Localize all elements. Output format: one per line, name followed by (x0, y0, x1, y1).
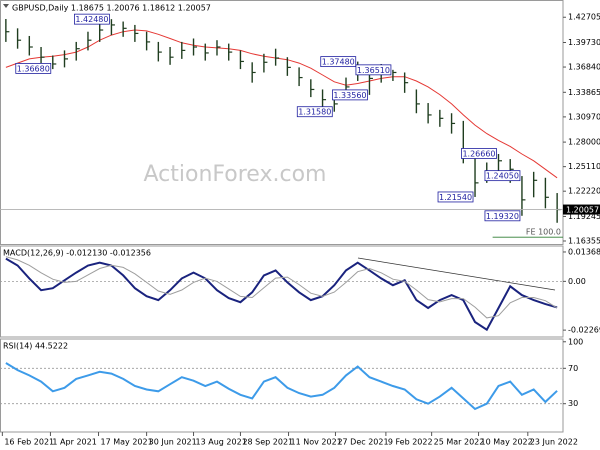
y-tick-label: -0.022698 (568, 326, 600, 335)
pivot-box (437, 191, 474, 203)
y-tick-label: 30 (568, 399, 578, 408)
y-tick-label: 1.36840 (568, 63, 600, 72)
pivot-box (355, 64, 392, 76)
pivot-box (15, 63, 52, 74)
x-tick-label: 11 Nov 2021 (291, 438, 342, 447)
x-tick-label: 9 Feb 2022 (388, 438, 433, 447)
series-line (5, 257, 558, 332)
y-tick-label: 1.16355 (568, 236, 600, 245)
y-tick-label: 1.25110 (568, 162, 600, 171)
pivot-label: 1.37480 (322, 58, 355, 67)
pivot-box (461, 148, 497, 159)
series-line (5, 362, 558, 411)
x-tick-label: 25 Mar 2022 (434, 438, 485, 447)
current-price-box (563, 204, 600, 215)
pivot-box (320, 56, 357, 68)
macd-pane (0, 245, 564, 338)
pivot-label: 1.19320 (486, 212, 519, 221)
y-tick-label: 70 (568, 364, 578, 373)
x-tick-label: 10 May 2022 (481, 438, 533, 447)
watermark: ActionForex.com (144, 162, 327, 187)
y-tick-label: 1.28000 (568, 138, 600, 147)
y-tick-label: 1.19245 (568, 212, 600, 221)
pivot-box (332, 89, 368, 101)
pivot-label: 1.31580 (298, 108, 331, 117)
pivot-label: 1.26660 (462, 149, 495, 158)
pivot-label: 1.42480 (75, 15, 108, 24)
pivot-label: 1.33560 (333, 91, 366, 100)
pivot-label: 1.36510 (357, 66, 390, 75)
pivot-label: 1.24050 (486, 172, 519, 181)
plot-layer: GBPUSD,Daily 1.18675 1.20076 1.18612 1.2… (0, 4, 600, 447)
trend-line (357, 257, 556, 291)
pivot-label: 1.36680 (17, 64, 50, 73)
fe-label: FE 100.0 (526, 228, 561, 237)
x-tick-label: 13 Aug 2021 (196, 438, 247, 447)
y-tick-label: 1.39730 (568, 38, 600, 47)
pivot-box (484, 210, 521, 222)
y-tick-label: 1.42705 (568, 13, 600, 22)
series-line (5, 256, 558, 319)
moving-average (5, 29, 558, 179)
rsi-pane (0, 338, 564, 433)
pane-title: MACD(12,26,9) -0.012130 -0.012356 (3, 249, 151, 258)
y-tick-label: 1.22220 (568, 187, 600, 196)
y-tick-label: 0.013686 (568, 247, 600, 256)
y-tick-label: 0.00 (568, 277, 586, 286)
x-tick-label: 27 Dec 2021 (337, 438, 388, 447)
x-tick-label: 17 May 2021 (101, 438, 153, 447)
y-tick-label: 100 (568, 337, 583, 346)
pivot-box (74, 13, 110, 25)
y-tick-label: 1.30970 (568, 112, 600, 121)
x-tick-label: 28 Sep 2021 (242, 438, 293, 447)
pane-title: RSI(14) 44.5222 (3, 342, 68, 351)
pivot-label: 1.21540 (439, 193, 472, 202)
x-tick-label: 23 Jun 2022 (530, 438, 578, 447)
x-tick-label: 1 Apr 2021 (52, 438, 96, 447)
pivot-box (484, 170, 521, 182)
y-tick-label: 1.33865 (568, 88, 600, 97)
x-tick-label: 16 Feb 2021 (4, 438, 54, 447)
pivot-box (296, 106, 333, 118)
pane-title: GBPUSD,Daily 1.18675 1.20076 1.18612 1.2… (12, 4, 211, 13)
header-icon (3, 4, 9, 8)
x-tick-label: 30 Jun 2021 (149, 438, 197, 447)
current-price-label: 1.20057 (566, 206, 599, 215)
price-pane (0, 0, 564, 245)
